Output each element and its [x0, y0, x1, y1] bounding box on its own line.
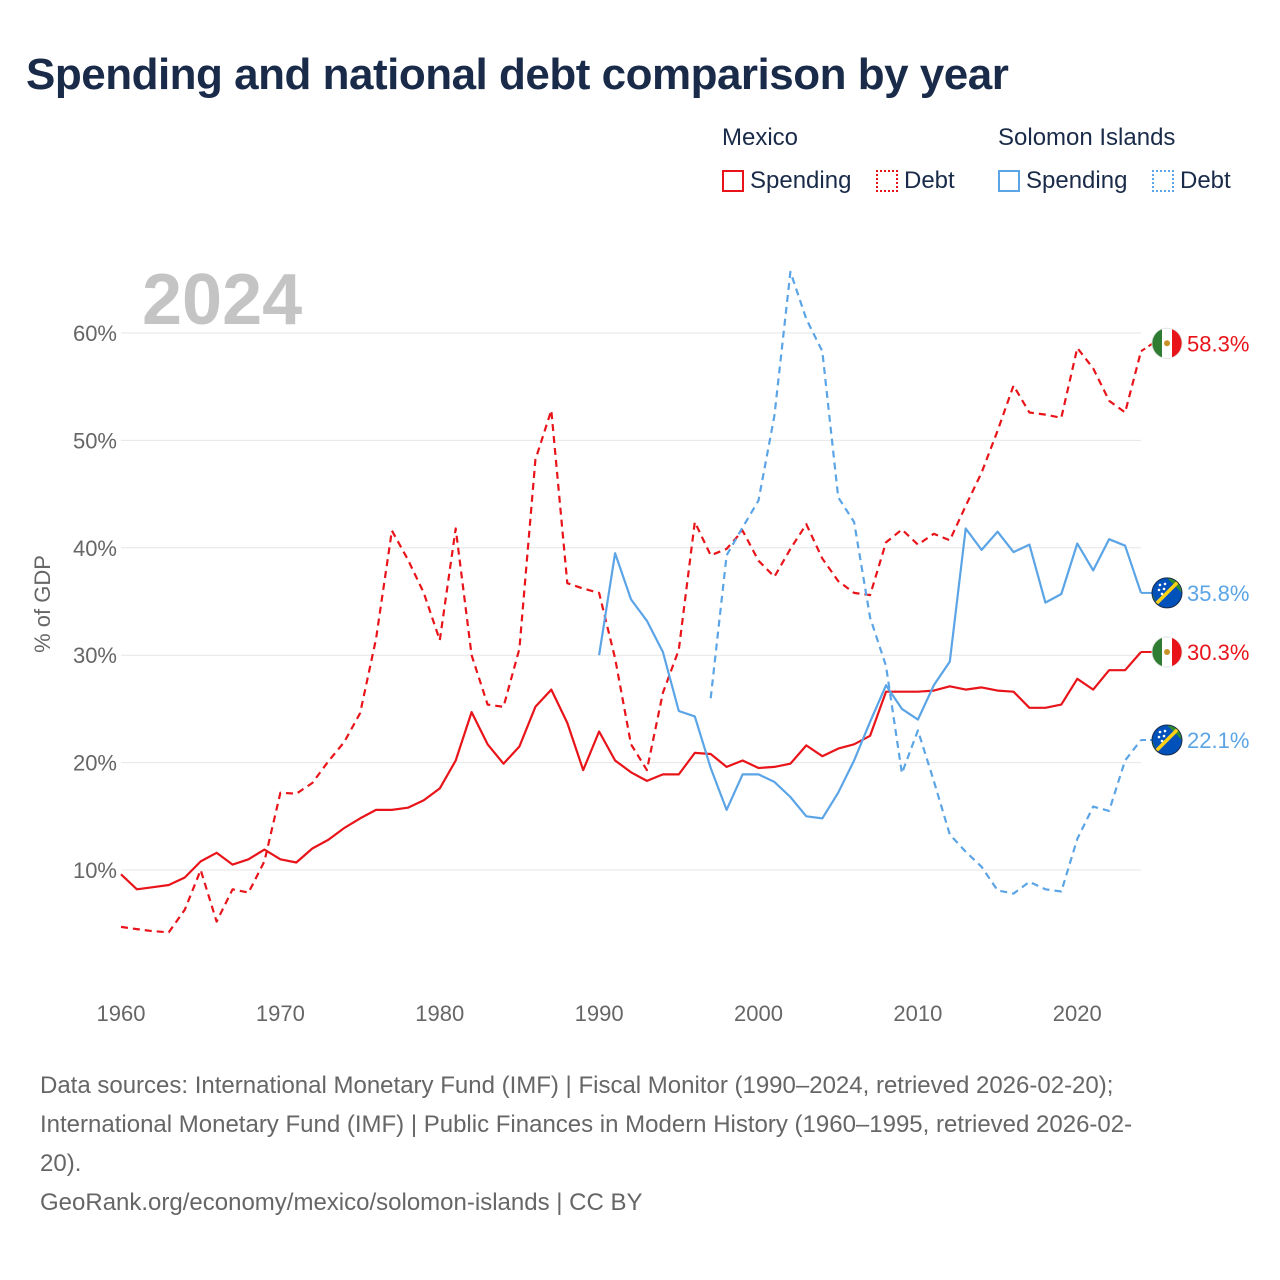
- x-axis-ticks: 1960 1970 1980 1990 2000 2010 2020: [97, 1001, 1102, 1026]
- x-tick-label: 2000: [734, 1001, 783, 1026]
- legend-item-mexico-debt[interactable]: Debt: [876, 166, 955, 196]
- y-tick-label: 30%: [73, 643, 117, 668]
- year-watermark: 2024: [142, 260, 302, 340]
- series-line-solomon-islands-spending: [598, 527, 1143, 820]
- series-line-mexico-spending: [120, 651, 1142, 891]
- legend-swatch-solid-red: [722, 170, 744, 192]
- mexico-flag-icon: [1151, 636, 1183, 668]
- line-chart: 2024 10% 20% 30% 40% 50% 60% 1960 1970 1980 1990…: [30, 260, 1249, 1026]
- y-tick-label: 50%: [73, 428, 117, 453]
- series-line-mexico-debt: [120, 346, 1143, 934]
- x-tick-label: 2010: [893, 1001, 942, 1026]
- x-tick-label: 1970: [256, 1001, 305, 1026]
- end-labels: 30.3% 58.3% 35.8% 22.1%: [1140, 327, 1249, 756]
- end-value-label: 22.1%: [1187, 728, 1249, 753]
- y-tick-label: 20%: [73, 751, 117, 776]
- legend-swatch-solid-blue: [998, 170, 1020, 192]
- legend-swatch-dotted-red: [876, 170, 898, 192]
- legend-label: Debt: [1180, 167, 1231, 194]
- end-connector: [1140, 342, 1154, 353]
- legend-label: Spending: [1026, 167, 1128, 194]
- sources-line-4[interactable]: GeoRank.org/economy/mexico/solomon-islan…: [40, 1189, 643, 1216]
- end-value-label: 35.8%: [1187, 581, 1249, 606]
- end-value-label: 30.3%: [1187, 640, 1249, 665]
- sources-line-1: Data sources: International Monetary Fun…: [40, 1072, 1114, 1099]
- y-tick-label: 40%: [73, 536, 117, 561]
- solomon-islands-flag-icon: [1151, 724, 1183, 756]
- legend-swatch-dotted-blue: [1152, 170, 1174, 192]
- sources: Data sources: International Monetary Fun…: [40, 1066, 1240, 1222]
- legend-label: Debt: [904, 167, 955, 194]
- solomon-islands-flag-icon: [1151, 577, 1183, 609]
- sources-line-2: International Monetary Fund (IMF) | Publ…: [40, 1111, 1133, 1138]
- legend-group-solomon-islands: Solomon Islands: [998, 124, 1176, 151]
- y-axis-label: % of GDP: [30, 555, 55, 653]
- y-tick-label: 60%: [73, 321, 117, 346]
- gridlines: [121, 332, 1141, 871]
- x-tick-label: 1990: [575, 1001, 624, 1026]
- legend-item-solomon-debt[interactable]: Debt: [1152, 166, 1231, 196]
- sources-line-3: 20).: [40, 1150, 82, 1177]
- chart-title: Spending and national debt comparison by…: [26, 50, 1009, 99]
- y-tick-label: 10%: [73, 858, 117, 883]
- y-axis-ticks: 10% 20% 30% 40% 50% 60%: [73, 321, 117, 883]
- x-tick-label: 1960: [97, 1001, 146, 1026]
- x-tick-label: 2020: [1053, 1001, 1102, 1026]
- series-lines: [120, 270, 1143, 934]
- mexico-flag-icon: [1151, 327, 1183, 359]
- legend-item-mexico-spending[interactable]: Spending: [722, 166, 851, 196]
- series-line-solomon-islands-debt: [709, 270, 1142, 895]
- legend-item-solomon-spending[interactable]: Spending: [998, 166, 1127, 196]
- legend-group-mexico: Mexico: [722, 124, 799, 151]
- legend-label: Spending: [750, 167, 852, 194]
- x-tick-label: 1980: [415, 1001, 464, 1026]
- end-value-label: 58.3%: [1187, 331, 1249, 356]
